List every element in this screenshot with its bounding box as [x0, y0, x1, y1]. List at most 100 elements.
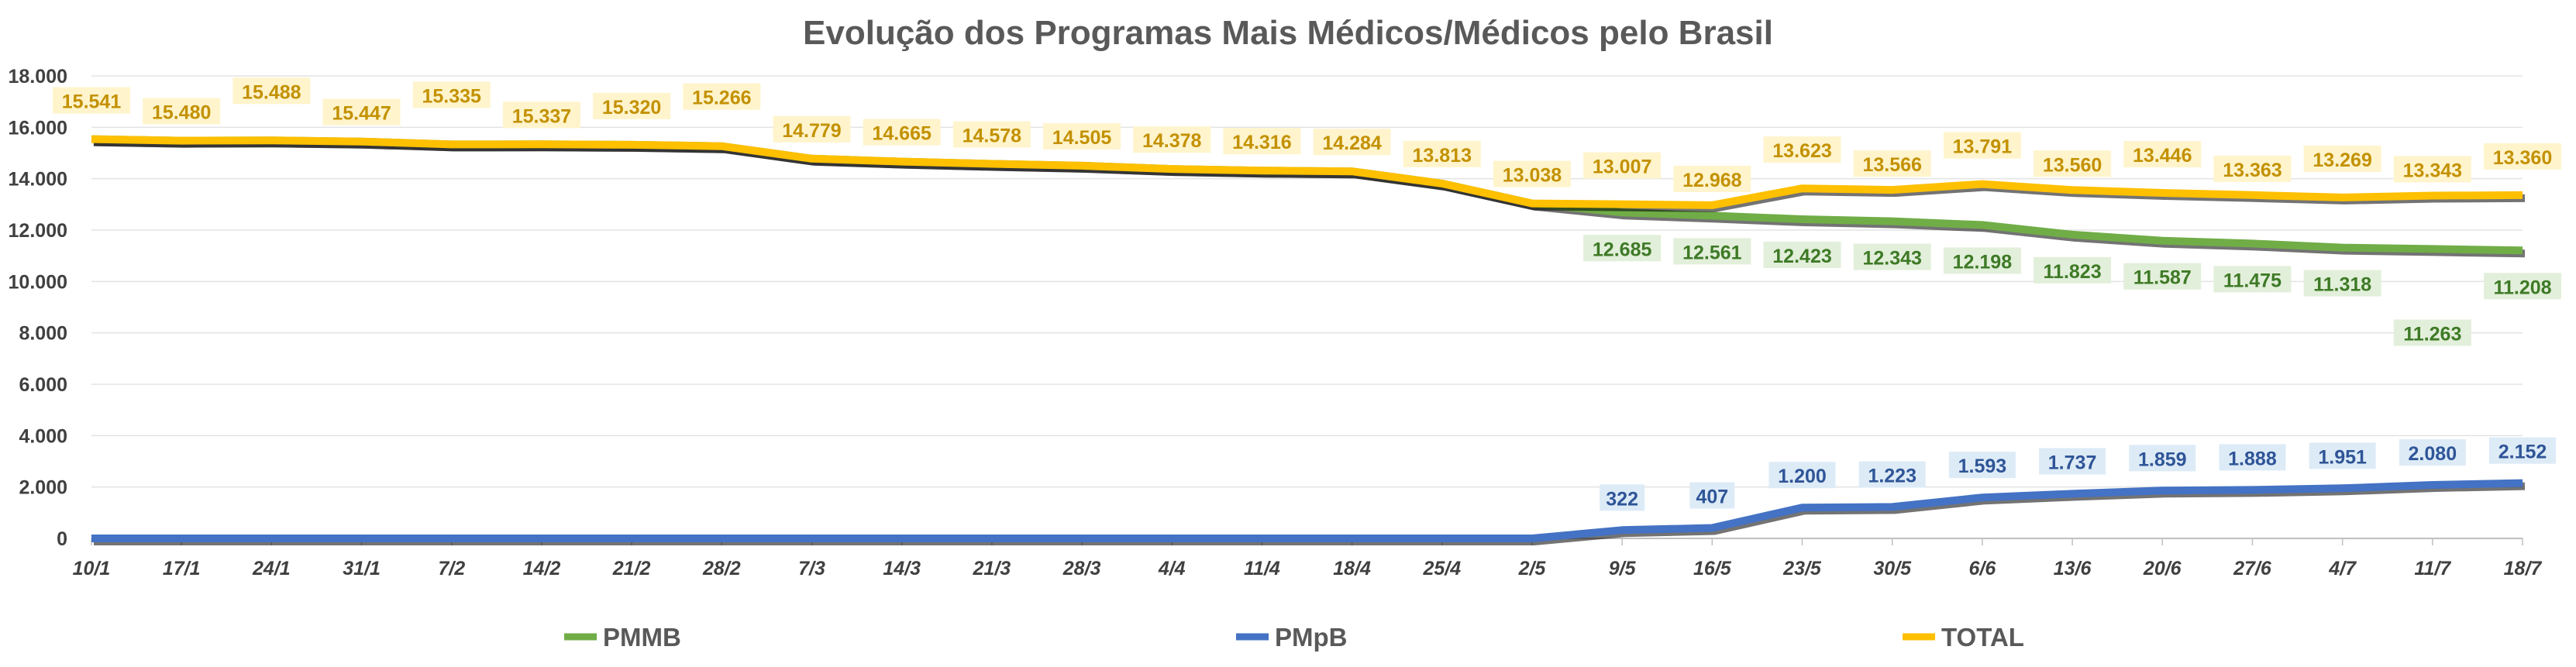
data-label-text: 12.423: [1772, 246, 1831, 267]
y-tick-label: 0: [57, 528, 67, 550]
y-tick-label: 18.000: [9, 66, 67, 88]
data-label-text: 14.378: [1142, 130, 1202, 152]
data-label-total: 13.566: [1853, 150, 1931, 177]
x-tick-label: 14/2: [523, 558, 561, 579]
data-label-total: 13.269: [2303, 145, 2381, 172]
data-label-text: 15.541: [62, 91, 122, 113]
data-label-text: 11.263: [2403, 323, 2461, 345]
data-label-text: 2.152: [2499, 442, 2547, 463]
data-label-box: [2213, 155, 2292, 182]
data-label-box: [232, 77, 311, 105]
data-label-box: [1853, 150, 1931, 177]
data-label-text: 14.316: [1232, 132, 1291, 153]
data-label-pmpb: 2.080: [2399, 439, 2466, 466]
data-label-total: 15.447: [322, 98, 401, 125]
axes: 0 2.000 4.000 6.000 8.000 10.000 12.000 14.000 1…: [9, 66, 2543, 579]
data-label-text: 1.859: [2138, 449, 2187, 470]
data-label-box: [2123, 263, 2202, 290]
data-label-pmmb: 11.475: [2213, 266, 2292, 293]
data-label-text: 1.593: [1958, 456, 2007, 477]
data-label-text: 13.007: [1593, 156, 1651, 178]
y-tick-label: 6.000: [19, 374, 67, 396]
data-label-pmmb: 11.208: [2484, 273, 2561, 300]
data-label-total: 13.363: [2213, 155, 2292, 182]
data-label-box: [863, 119, 941, 146]
data-label-pmpb: 1.859: [2129, 445, 2196, 472]
data-label-total: 13.813: [1403, 140, 1481, 167]
data-label-total: 13.360: [2484, 143, 2561, 170]
data-label-text: 11.208: [2493, 277, 2551, 298]
data-label-box: [683, 83, 761, 110]
data-label-text: 15.266: [692, 88, 751, 109]
data-label-box: [1313, 129, 1391, 156]
data-label-text: 15.488: [242, 81, 301, 103]
data-label-pmmb: 12.685: [1583, 235, 1662, 262]
data-label-text: 14.665: [872, 123, 932, 145]
data-label-text: 13.560: [2043, 154, 2102, 176]
data-label-box: [1858, 461, 1926, 488]
data-label-text: 13.360: [2493, 147, 2552, 169]
data-label-text: 13.038: [1503, 165, 1562, 187]
data-label-box: [2484, 273, 2561, 300]
data-label-total: 15.541: [53, 87, 130, 114]
y-tick-label: 12.000: [9, 220, 67, 242]
data-label-text: 1.888: [2228, 448, 2277, 469]
data-label-total: 12.968: [1673, 165, 1751, 192]
x-tick-label: 18/7: [2504, 558, 2543, 579]
data-label-total: 13.038: [1493, 160, 1571, 187]
data-label-text: 11.318: [2313, 274, 2371, 296]
data-label-text: 14.578: [963, 125, 1022, 146]
data-label-text: 13.269: [2313, 150, 2371, 171]
x-tick-label: 25/4: [1422, 558, 1461, 579]
series-line-total: [91, 135, 2523, 209]
data-label-box: [2484, 143, 2561, 170]
data-label-box: [1763, 241, 1841, 268]
data-label-pmpb: 2.152: [2489, 437, 2556, 464]
data-label-pmmb: 11.318: [2303, 270, 2381, 297]
data-label-box: [1403, 140, 1481, 167]
x-tick-label: 21/2: [612, 558, 651, 579]
x-tick-label: 30/5: [1873, 558, 1912, 579]
data-label-box: [1673, 238, 1751, 265]
data-label-total: 14.665: [863, 119, 941, 146]
data-label-text: 12.561: [1682, 242, 1742, 263]
data-label-pmpb: 1.593: [1948, 452, 2016, 479]
data-label-box: [1948, 452, 2016, 479]
data-label-text: 11.823: [2044, 261, 2102, 283]
data-label-text: 12.198: [1953, 251, 2013, 273]
data-label-total: 15.320: [593, 92, 671, 119]
data-label-box: [2303, 270, 2381, 297]
data-label-text: 14.505: [1052, 127, 1112, 149]
data-label-box: [2219, 444, 2286, 471]
x-tick-label: 23/5: [1782, 558, 1822, 579]
data-label-pmmb: 11.823: [2034, 256, 2112, 284]
data-label-box: [53, 87, 130, 114]
x-tick-label: 24/1: [252, 558, 291, 579]
data-label-text: 13.343: [2403, 160, 2462, 181]
data-label-total: 13.560: [2034, 150, 2112, 177]
y-tick-label: 4.000: [19, 425, 67, 447]
x-tick-label: 21/3: [973, 558, 1011, 579]
data-label-text: 12.343: [1862, 248, 1921, 270]
data-label-box: [2393, 319, 2471, 346]
y-tick-label: 8.000: [19, 323, 67, 345]
x-tick-label: 6/6: [1969, 558, 1997, 579]
x-tick-label: 7/2: [438, 558, 465, 579]
data-label-total: 15.337: [502, 101, 580, 129]
data-label-total: 13.623: [1763, 136, 1841, 163]
data-label-box: [2393, 156, 2471, 183]
legend-item-pmmb: PMMB: [564, 623, 681, 652]
data-label-box: [1763, 136, 1841, 163]
x-tick-label: 20/6: [2143, 558, 2182, 579]
data-label-text: 15.337: [512, 105, 571, 127]
x-tick-label: 18/4: [1333, 558, 1371, 579]
data-label-pmmb: 12.198: [1943, 247, 2021, 274]
x-tick-label: 4/4: [1158, 558, 1186, 579]
data-label-text: 13.813: [1413, 145, 1472, 167]
data-label-box: [2123, 141, 2202, 168]
data-label-box: [1600, 484, 1645, 511]
data-label-box: [1583, 235, 1662, 262]
x-tick-label: 28/3: [1062, 558, 1101, 579]
data-label-box: [2303, 145, 2381, 172]
data-label-box: [2213, 266, 2292, 293]
